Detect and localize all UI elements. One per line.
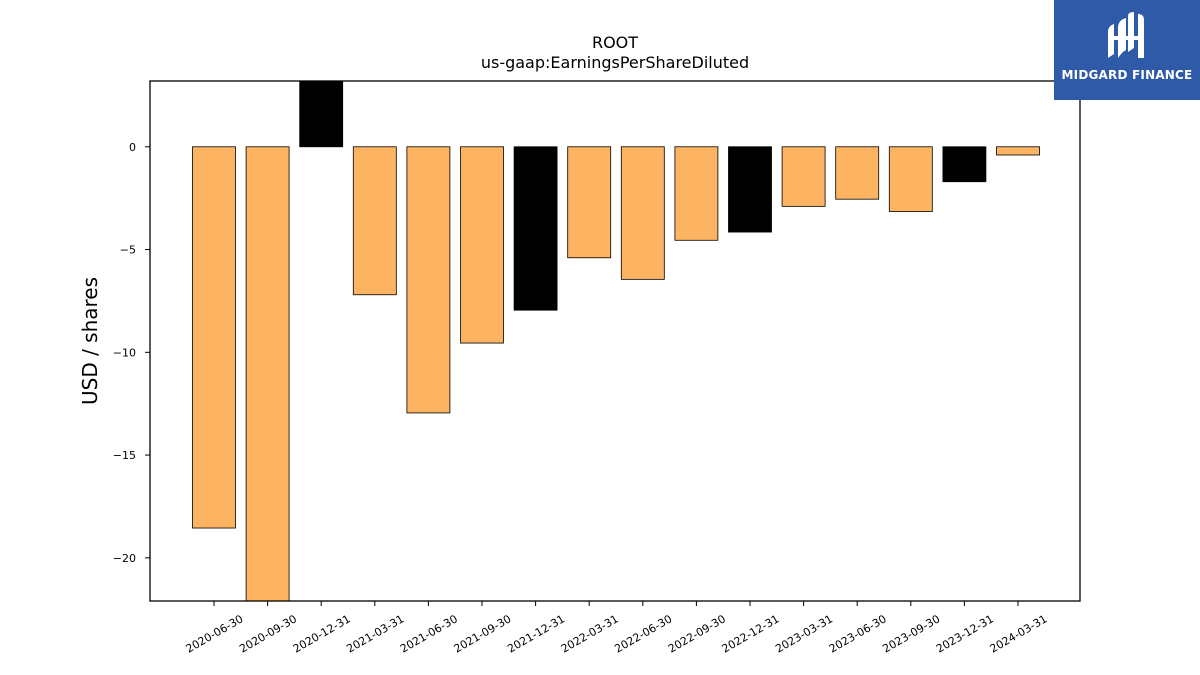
bar-2022-03-31 (567, 146, 612, 259)
y-tick-label: −10 (113, 346, 136, 359)
bar-2021-06-30 (406, 146, 451, 414)
x-tick-label: 2021-09-30 (452, 612, 514, 655)
y-tick-label: −5 (120, 244, 136, 257)
bars-group (192, 80, 1040, 602)
chart-title: ROOT (592, 33, 638, 52)
plot-frame (149, 80, 1081, 602)
x-tick-label: 2023-09-30 (880, 612, 942, 655)
brand-logo: MIDGARD FINANCE (1054, 0, 1200, 100)
bar-2020-09-30 (245, 146, 290, 602)
x-tick-label: 2023-12-31 (934, 612, 996, 655)
x-tick-label: 2022-12-31 (720, 612, 782, 655)
y-tick-label: 0 (129, 141, 136, 154)
bar-2023-09-30 (888, 146, 933, 212)
x-tick-label: 2021-06-30 (398, 612, 460, 655)
x-tick-label: 2020-12-31 (291, 612, 353, 655)
bar-2020-12-31 (299, 80, 344, 148)
bar-2023-06-30 (835, 146, 880, 200)
bar-2021-03-31 (352, 146, 397, 296)
bar-2022-09-30 (674, 146, 719, 241)
x-tick-label: 2024-03-31 (988, 612, 1050, 655)
x-tick-label: 2022-03-31 (559, 612, 621, 655)
bar-2023-03-31 (781, 146, 826, 207)
chart-subtitle: us-gaap:EarningsPerShareDiluted (481, 53, 749, 72)
x-tick-label: 2022-09-30 (666, 612, 728, 655)
bar-2021-12-31 (513, 146, 558, 311)
x-tick-label: 2022-06-30 (612, 612, 674, 655)
y-axis-label: USD / shares (78, 277, 102, 405)
y-tick-label: −20 (113, 552, 136, 565)
bar-2024-03-31 (996, 146, 1040, 156)
x-tick-label: 2020-06-30 (184, 612, 246, 655)
x-tick-label: 2023-03-31 (773, 612, 835, 655)
x-tick-label: 2023-06-30 (827, 612, 889, 655)
bar-2020-06-30 (192, 146, 236, 529)
bar-2022-12-31 (728, 146, 772, 233)
y-ticks-group: 0 −5 −10 −15 −20 (113, 141, 150, 565)
bar-2023-12-31 (942, 146, 987, 183)
y-tick-label: −15 (113, 449, 136, 462)
bar-2021-09-30 (460, 146, 504, 344)
x-tick-label: 2021-03-31 (344, 612, 406, 655)
x-tick-label: 2020-09-30 (237, 612, 299, 655)
brand-name: MIDGARD FINANCE (1061, 68, 1193, 82)
bar-2022-06-30 (620, 146, 665, 280)
x-tick-label: 2021-12-31 (505, 612, 567, 655)
midgard-m-logo-icon (1108, 12, 1144, 58)
x-ticks-group: 2020-06-302020-09-302020-12-312021-03-31… (184, 601, 1050, 656)
